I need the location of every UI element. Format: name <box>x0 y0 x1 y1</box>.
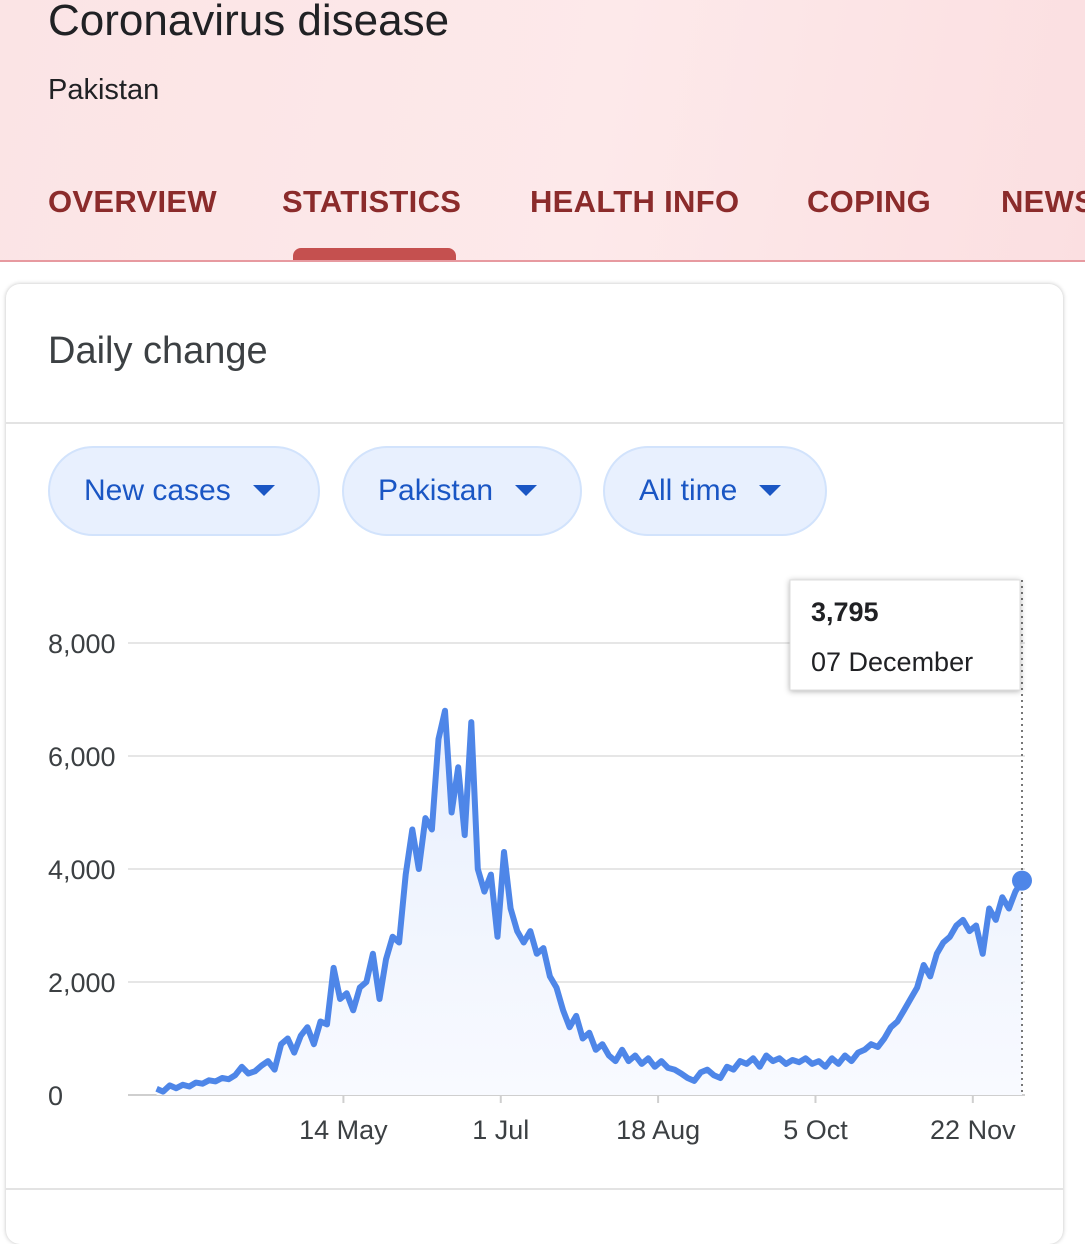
divider <box>6 1188 1063 1190</box>
tooltip-date: 07 December <box>811 647 973 677</box>
tab[interactable]: NEWS <box>1001 184 1085 219</box>
page: {"header": {"title": "Coronavirus diseas… <box>0 0 1085 1190</box>
filter-chip[interactable]: All time <box>603 446 827 536</box>
tab[interactable]: COPING <box>807 184 932 219</box>
filter-chip[interactable]: Pakistan <box>342 446 582 536</box>
filter-chip[interactable]: New cases <box>48 446 320 536</box>
y-tick-label: 4,000 <box>48 855 116 885</box>
area <box>156 710 1022 1095</box>
header: Coronavirus disease Pakistan OVERVIEW ST… <box>0 0 1085 262</box>
tooltip-box <box>789 579 1021 691</box>
chip-label: New cases <box>84 474 231 507</box>
y-tick-label: 2,000 <box>48 968 116 998</box>
chart: 0 2,000 4,000 6,000 8,000 14 May 1 Jul 18 Aug 5 … <box>48 579 1032 1145</box>
divider <box>6 422 1063 424</box>
dropdown-arrow <box>515 485 538 496</box>
tab-indicator <box>293 248 456 260</box>
card-title: Daily change <box>48 330 268 372</box>
tab[interactable]: HEALTH INFO <box>530 184 740 219</box>
tab[interactable]: OVERVIEW <box>48 184 217 219</box>
y-tick-label: 0 <box>48 1081 63 1111</box>
y-tick-label: 8,000 <box>48 629 116 659</box>
x-tick-label: 18 Aug <box>616 1115 700 1145</box>
tab[interactable]: STATISTICS <box>282 184 462 219</box>
chip-label: All time <box>639 474 738 507</box>
chip-label: Pakistan <box>378 474 494 507</box>
dropdown-arrow <box>252 485 275 496</box>
point <box>1012 870 1032 891</box>
dropdown-arrow <box>759 485 782 496</box>
line <box>155 707 1025 1095</box>
tooltip: 3,795 07 December <box>789 579 1021 691</box>
title: Coronavirus disease <box>48 0 450 45</box>
subtitle: Pakistan <box>48 74 160 106</box>
x-tick-label: 5 Oct <box>783 1115 848 1145</box>
x-tick-label: 1 Jul <box>472 1115 529 1145</box>
x-tick-label: 14 May <box>299 1115 388 1145</box>
tooltip-value: 3,795 <box>811 597 879 627</box>
y-tick-label: 6,000 <box>48 742 116 772</box>
x-tick-label: 22 Nov <box>930 1115 1016 1145</box>
